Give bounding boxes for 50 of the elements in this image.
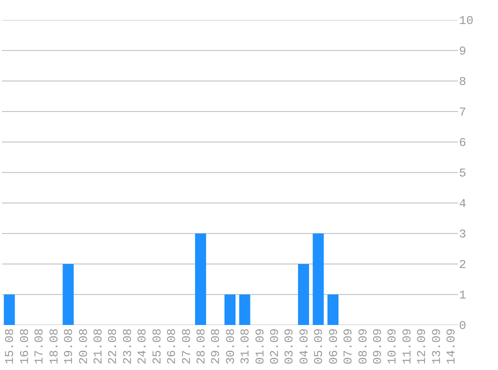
x-tick-label: 11.09 [400, 328, 414, 364]
bar [4, 294, 15, 325]
bar [298, 264, 310, 325]
x-tick-label: 16.08 [18, 328, 32, 364]
x-tick-label: 08.09 [356, 328, 370, 364]
y-tick-label: 2 [459, 258, 466, 272]
x-tick-label: 17.08 [32, 328, 47, 364]
x-tick-label: 02.09 [268, 328, 282, 364]
x-tick-label: 26.08 [165, 328, 180, 364]
y-tick-label: 8 [459, 75, 466, 90]
x-tick-label: 04.09 [297, 328, 312, 364]
bar [62, 264, 74, 325]
y-tick-label: 9 [459, 44, 466, 59]
x-tick-label: 19.08 [62, 328, 76, 364]
x-tick-label: 12.09 [415, 328, 430, 364]
x-tick-label: 30.08 [224, 328, 238, 364]
x-tick-label: 07.09 [342, 328, 356, 364]
y-tick-label: 7 [459, 106, 466, 120]
y-tick-label: 0 [459, 319, 466, 334]
bar [327, 294, 338, 325]
x-tick-label: 13.09 [430, 328, 444, 364]
y-tick-label: 10 [459, 14, 474, 28]
x-tick-label: 01.09 [253, 328, 268, 364]
x-tick-label: 25.08 [150, 328, 164, 364]
x-tick-label: 31.08 [238, 328, 253, 364]
x-tick-label: 21.08 [92, 328, 106, 364]
x-tick-label: 24.08 [136, 328, 150, 364]
x-tick-label: 10.09 [386, 328, 400, 364]
bar [224, 294, 236, 325]
y-tick-label: 3 [459, 228, 466, 242]
x-tick-label: 14.09 [444, 328, 459, 364]
x-tick-label: 05.09 [312, 328, 326, 364]
y-tick-label: 5 [459, 166, 466, 181]
x-tick-label: 28.08 [194, 328, 208, 364]
x-tick-label: 15.08 [3, 328, 18, 364]
x-tick-label: 18.08 [47, 328, 62, 364]
y-tick-label: 4 [459, 197, 466, 212]
y-tick-label: 1 [459, 288, 466, 303]
x-tick-label: 23.08 [120, 328, 135, 364]
x-tick-label: 09.09 [371, 328, 385, 364]
y-tick-label: 6 [459, 136, 466, 150]
x-tick-label: 03.09 [282, 328, 297, 364]
x-tick-label: 20.08 [76, 328, 91, 364]
x-tick-label: 29.08 [209, 328, 224, 364]
x-tick-label: 06.09 [326, 328, 341, 364]
bar [195, 234, 206, 325]
bar [312, 234, 324, 325]
bar [239, 294, 250, 325]
x-tick-label: 22.08 [106, 328, 120, 364]
x-tick-label: 27.08 [180, 328, 194, 364]
